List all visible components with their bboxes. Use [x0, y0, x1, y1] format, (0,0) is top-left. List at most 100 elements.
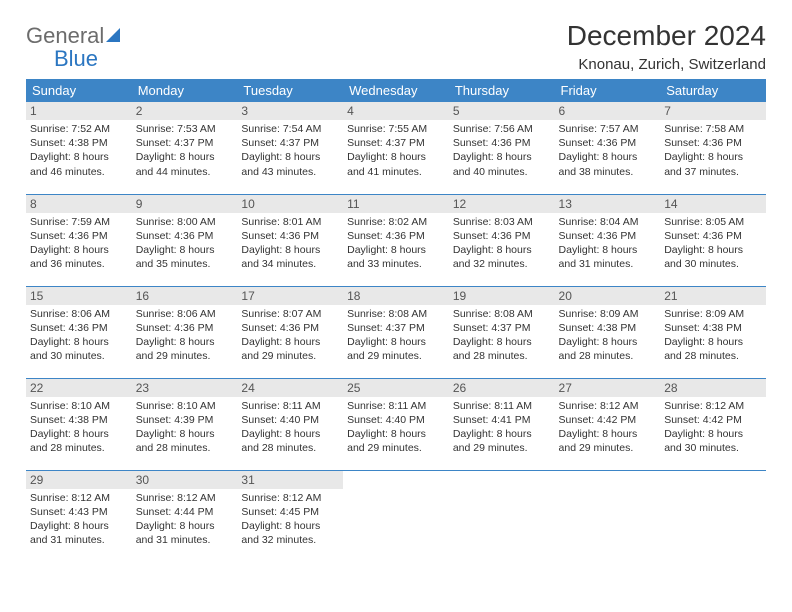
calendar-day-cell: 2 Sunrise: 7:53 AMSunset: 4:37 PMDaylight…: [132, 102, 238, 194]
calendar-day-cell: [449, 470, 555, 562]
calendar-day-cell: 28 Sunrise: 8:12 AMSunset: 4:42 PMDayligh…: [660, 378, 766, 470]
day-number: 31: [237, 471, 343, 489]
calendar-day-cell: 7 Sunrise: 7:58 AMSunset: 4:36 PMDaylight…: [660, 102, 766, 194]
sail-icon: [104, 26, 124, 49]
day-details: Sunrise: 8:02 AMSunset: 4:36 PMDaylight:…: [347, 215, 445, 272]
day-number: 5: [449, 102, 555, 120]
day-number: 17: [237, 287, 343, 305]
calendar-page: General Blue December 2024 Knonau, Zuric…: [0, 0, 792, 572]
day-details: Sunrise: 7:54 AMSunset: 4:37 PMDaylight:…: [241, 122, 339, 179]
calendar-day-cell: 17 Sunrise: 8:07 AMSunset: 4:36 PMDayligh…: [237, 286, 343, 378]
day-number: 1: [26, 102, 132, 120]
logo: General Blue: [26, 20, 124, 71]
day-details: Sunrise: 8:12 AMSunset: 4:42 PMDaylight:…: [664, 399, 762, 456]
calendar-week-row: 1 Sunrise: 7:52 AMSunset: 4:38 PMDaylight…: [26, 102, 766, 194]
day-details: Sunrise: 8:11 AMSunset: 4:41 PMDaylight:…: [453, 399, 551, 456]
day-number: 9: [132, 195, 238, 213]
calendar-day-cell: 19Sunrise: 8:08 AMSunset: 4:37 PMDayligh…: [449, 286, 555, 378]
calendar-day-cell: 10 Sunrise: 8:01 AMSunset: 4:36 PMDayligh…: [237, 194, 343, 286]
day-number: 28: [660, 379, 766, 397]
day-number: 21: [660, 287, 766, 305]
location-text: Knonau, Zurich, Switzerland: [567, 56, 766, 73]
day-details: Sunrise: 7:58 AMSunset: 4:36 PMDaylight:…: [664, 122, 762, 179]
day-number: 18: [343, 287, 449, 305]
day-details: Sunrise: 8:03 AMSunset: 4:36 PMDaylight:…: [453, 215, 551, 272]
calendar-week-row: 15Sunrise: 8:06 AMSunset: 4:36 PMDayligh…: [26, 286, 766, 378]
calendar-week-row: 8Sunrise: 7:59 AMSunset: 4:36 PMDaylight…: [26, 194, 766, 286]
day-details: Sunrise: 8:01 AMSunset: 4:36 PMDaylight:…: [241, 215, 339, 272]
day-number: 2: [132, 102, 238, 120]
day-details: Sunrise: 8:11 AMSunset: 4:40 PMDaylight:…: [241, 399, 339, 456]
calendar-day-cell: 8Sunrise: 7:59 AMSunset: 4:36 PMDaylight…: [26, 194, 132, 286]
day-details: Sunrise: 8:10 AMSunset: 4:39 PMDaylight:…: [136, 399, 234, 456]
day-number: 10: [237, 195, 343, 213]
day-number: 4: [343, 102, 449, 120]
calendar-day-cell: 4 Sunrise: 7:55 AMSunset: 4:37 PMDaylight…: [343, 102, 449, 194]
calendar-day-cell: 14 Sunrise: 8:05 AMSunset: 4:36 PMDayligh…: [660, 194, 766, 286]
weekday-header-row: Sunday Monday Tuesday Wednesday Thursday…: [26, 79, 766, 102]
logo-word-blue: Blue: [26, 46, 98, 71]
calendar-day-cell: 16 Sunrise: 8:06 AMSunset: 4:36 PMDayligh…: [132, 286, 238, 378]
calendar-day-cell: 29Sunrise: 8:12 AMSunset: 4:43 PMDayligh…: [26, 470, 132, 562]
day-number: 29: [26, 471, 132, 489]
calendar-table: Sunday Monday Tuesday Wednesday Thursday…: [26, 79, 766, 562]
day-number: 22: [26, 379, 132, 397]
calendar-day-cell: 1 Sunrise: 7:52 AMSunset: 4:38 PMDaylight…: [26, 102, 132, 194]
day-number: 30: [132, 471, 238, 489]
calendar-day-cell: [555, 470, 661, 562]
calendar-day-cell: 23 Sunrise: 8:10 AMSunset: 4:39 PMDayligh…: [132, 378, 238, 470]
day-number: 12: [449, 195, 555, 213]
day-number: 16: [132, 287, 238, 305]
day-details: Sunrise: 8:05 AMSunset: 4:36 PMDaylight:…: [664, 215, 762, 272]
day-number: 8: [26, 195, 132, 213]
calendar-day-cell: 18 Sunrise: 8:08 AMSunset: 4:37 PMDayligh…: [343, 286, 449, 378]
day-details: Sunrise: 7:57 AMSunset: 4:36 PMDaylight:…: [559, 122, 657, 179]
day-details: Sunrise: 7:56 AMSunset: 4:36 PMDaylight:…: [453, 122, 551, 179]
calendar-day-cell: 30Sunrise: 8:12 AMSunset: 4:44 PMDayligh…: [132, 470, 238, 562]
calendar-day-cell: 13 Sunrise: 8:04 AMSunset: 4:36 PMDayligh…: [555, 194, 661, 286]
day-details: Sunrise: 8:12 AMSunset: 4:42 PMDaylight:…: [559, 399, 657, 456]
day-number: 14: [660, 195, 766, 213]
month-title: December 2024: [567, 20, 766, 52]
calendar-day-cell: 3Sunrise: 7:54 AMSunset: 4:37 PMDaylight…: [237, 102, 343, 194]
day-details: Sunrise: 8:06 AMSunset: 4:36 PMDaylight:…: [136, 307, 234, 364]
day-details: Sunrise: 8:11 AMSunset: 4:40 PMDaylight:…: [347, 399, 445, 456]
calendar-day-cell: 22 Sunrise: 8:10 AMSunset: 4:38 PMDayligh…: [26, 378, 132, 470]
calendar-day-cell: 25 Sunrise: 8:11 AMSunset: 4:40 PMDayligh…: [343, 378, 449, 470]
day-number: 26: [449, 379, 555, 397]
day-details: Sunrise: 8:06 AMSunset: 4:36 PMDaylight:…: [30, 307, 128, 364]
day-number: 7: [660, 102, 766, 120]
calendar-day-cell: 27 Sunrise: 8:12 AMSunset: 4:42 PMDayligh…: [555, 378, 661, 470]
title-block: December 2024 Knonau, Zurich, Switzerlan…: [567, 20, 766, 73]
day-details: Sunrise: 8:04 AMSunset: 4:36 PMDaylight:…: [559, 215, 657, 272]
day-number: 24: [237, 379, 343, 397]
calendar-week-row: 29Sunrise: 8:12 AMSunset: 4:43 PMDayligh…: [26, 470, 766, 562]
col-friday: Friday: [555, 79, 661, 102]
calendar-day-cell: 5 Sunrise: 7:56 AMSunset: 4:36 PMDaylight…: [449, 102, 555, 194]
day-details: Sunrise: 8:12 AMSunset: 4:45 PMDaylight:…: [241, 491, 339, 548]
calendar-day-cell: 11Sunrise: 8:02 AMSunset: 4:36 PMDayligh…: [343, 194, 449, 286]
day-number: 23: [132, 379, 238, 397]
logo-text-block: General Blue: [26, 26, 124, 71]
col-wednesday: Wednesday: [343, 79, 449, 102]
calendar-day-cell: 12 Sunrise: 8:03 AMSunset: 4:36 PMDayligh…: [449, 194, 555, 286]
calendar-day-cell: 24 Sunrise: 8:11 AMSunset: 4:40 PMDayligh…: [237, 378, 343, 470]
day-number: 27: [555, 379, 661, 397]
day-number: 20: [555, 287, 661, 305]
day-details: Sunrise: 7:52 AMSunset: 4:38 PMDaylight:…: [30, 122, 128, 179]
calendar-day-cell: 21Sunrise: 8:09 AMSunset: 4:38 PMDayligh…: [660, 286, 766, 378]
day-details: Sunrise: 7:53 AMSunset: 4:37 PMDaylight:…: [136, 122, 234, 179]
col-monday: Monday: [132, 79, 238, 102]
day-number: 13: [555, 195, 661, 213]
day-details: Sunrise: 8:07 AMSunset: 4:36 PMDaylight:…: [241, 307, 339, 364]
calendar-day-cell: 15Sunrise: 8:06 AMSunset: 4:36 PMDayligh…: [26, 286, 132, 378]
logo-word-general: General: [26, 23, 104, 48]
col-tuesday: Tuesday: [237, 79, 343, 102]
day-details: Sunrise: 8:10 AMSunset: 4:38 PMDaylight:…: [30, 399, 128, 456]
day-details: Sunrise: 7:55 AMSunset: 4:37 PMDaylight:…: [347, 122, 445, 179]
header-bar: General Blue December 2024 Knonau, Zuric…: [26, 20, 766, 73]
day-details: Sunrise: 8:08 AMSunset: 4:37 PMDaylight:…: [347, 307, 445, 364]
day-details: Sunrise: 8:09 AMSunset: 4:38 PMDaylight:…: [559, 307, 657, 364]
day-details: Sunrise: 8:08 AMSunset: 4:37 PMDaylight:…: [453, 307, 551, 364]
day-number: 25: [343, 379, 449, 397]
